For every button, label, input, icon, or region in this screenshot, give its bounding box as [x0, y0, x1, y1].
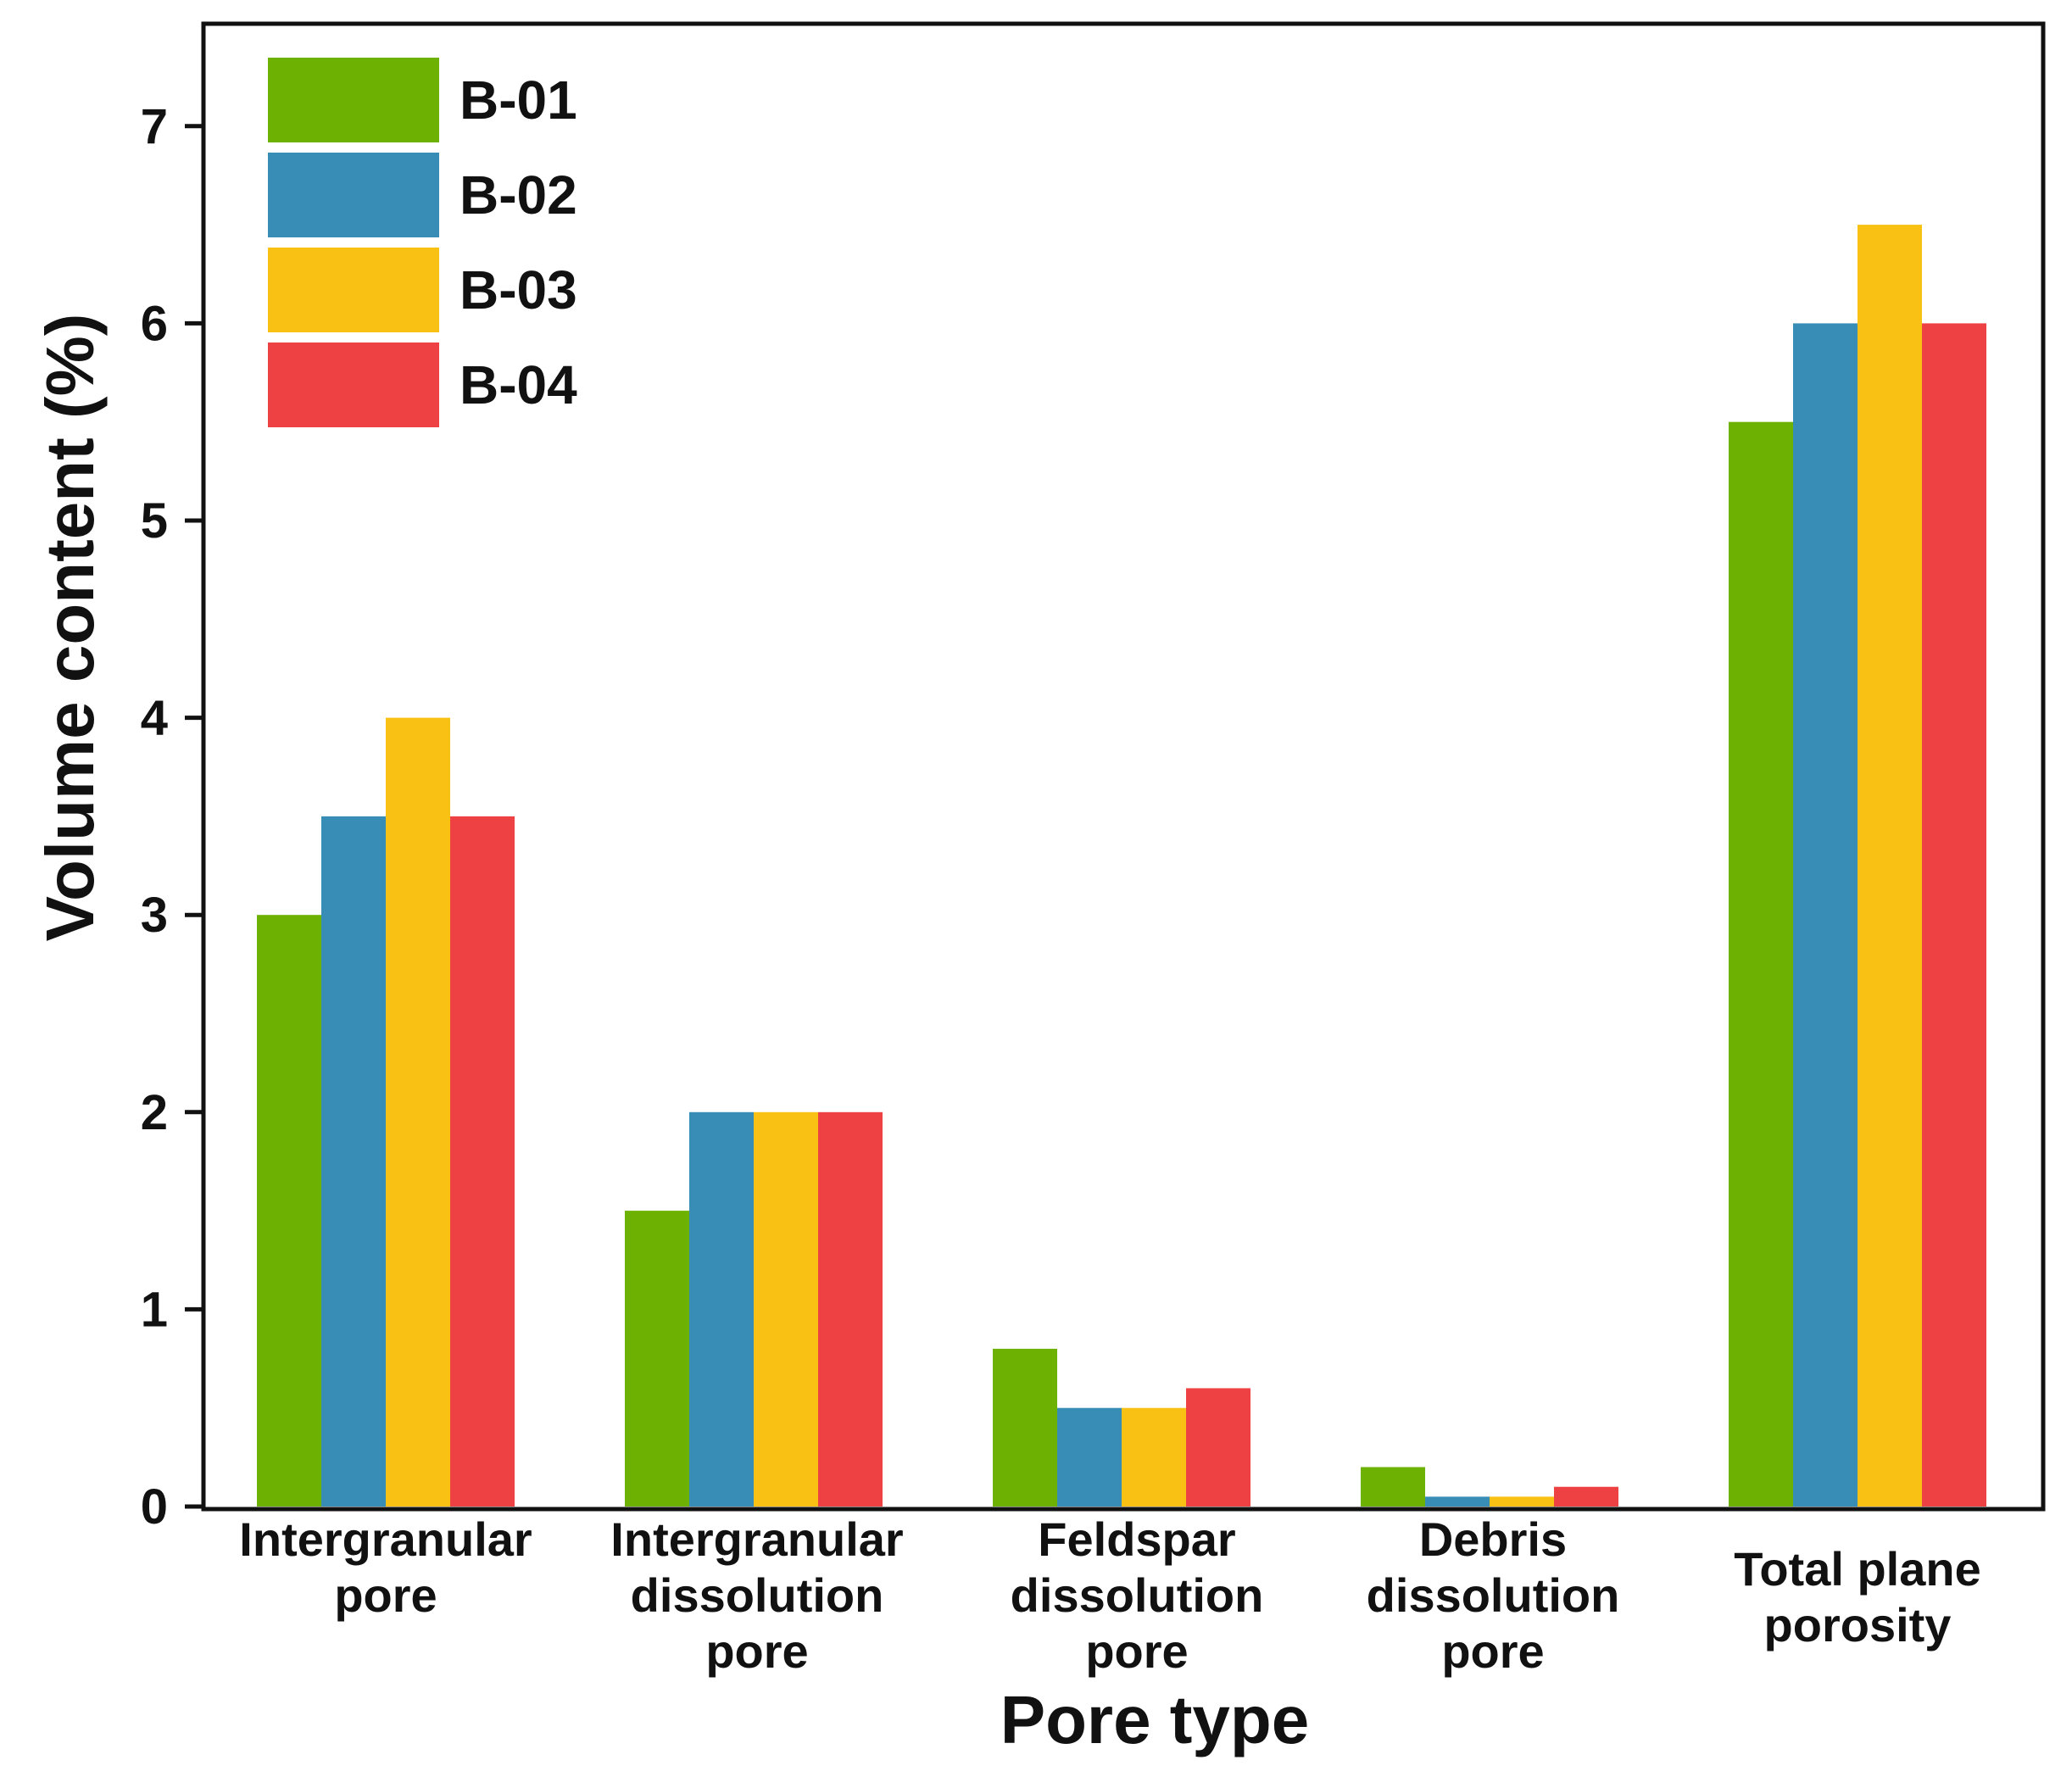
bar-b-04-2	[818, 1111, 883, 1507]
bar-b-03-4	[1490, 1496, 1554, 1507]
x-tick-label: Intergranular	[239, 1512, 532, 1566]
legend-swatch-b-04	[268, 343, 439, 427]
y-tick-label: 4	[141, 691, 168, 746]
x-tick-label: dissolution	[1367, 1568, 1620, 1622]
bar-b-02-4	[1425, 1496, 1490, 1507]
y-tick-label: 1	[141, 1282, 168, 1337]
x-tick-label: porosity	[1764, 1598, 1952, 1652]
x-tick-label: pore	[334, 1568, 437, 1622]
x-tick-label: Intergranular	[610, 1512, 903, 1566]
bar-b-04-1	[450, 816, 515, 1507]
legend-label-b-02: B-02	[460, 164, 577, 226]
bar-b-01-5	[1729, 421, 1793, 1507]
legend: B-01 B-02 B-03 B-04	[268, 58, 577, 427]
x-axis-label: Pore type	[1000, 1682, 1310, 1757]
x-tick-label: Debris	[1419, 1512, 1567, 1566]
bar-b-02-3	[1057, 1407, 1122, 1507]
y-tick-label: 2	[141, 1085, 168, 1140]
legend-label-b-04: B-04	[460, 354, 577, 415]
y-tick-label: 5	[141, 493, 168, 549]
bar-b-03-3	[1122, 1407, 1186, 1507]
bar-b-01-1	[257, 915, 321, 1507]
bars-layer	[257, 225, 1986, 1507]
x-tick-label: pore	[1085, 1624, 1188, 1678]
legend-label-b-01: B-01	[460, 70, 577, 131]
bar-b-03-1	[386, 717, 450, 1507]
y-axis: 0 1 2 3 4 5 6 7	[141, 99, 203, 1535]
bar-b-02-1	[321, 816, 386, 1507]
y-axis-label: Volume content (%)	[32, 314, 108, 942]
bar-b-02-2	[689, 1111, 754, 1507]
y-tick-label: 6	[141, 296, 168, 351]
legend-label-b-03: B-03	[460, 259, 577, 320]
plot-frame	[201, 21, 2046, 1512]
x-tick-label: dissolution	[1011, 1568, 1264, 1622]
y-tick-label: 3	[141, 888, 168, 943]
bar-b-03-5	[1858, 225, 1922, 1507]
bar-b-02-5	[1793, 323, 1858, 1507]
legend-swatch-b-03	[268, 248, 439, 332]
x-axis: IntergranularporeIntergranulardissolutio…	[239, 1512, 1980, 1678]
x-tick-label: Feldspar	[1038, 1512, 1235, 1566]
x-tick-label: Total plane	[1734, 1542, 1980, 1596]
bar-b-01-2	[625, 1211, 689, 1507]
bar-b-04-5	[1922, 323, 1986, 1507]
x-tick-label: dissolution	[631, 1568, 884, 1622]
legend-swatch-b-02	[268, 153, 439, 237]
y-tick-label: 0	[141, 1479, 168, 1535]
bar-b-04-3	[1186, 1388, 1250, 1507]
y-tick-label: 7	[141, 99, 168, 154]
bar-b-04-4	[1554, 1486, 1618, 1507]
bar-b-01-4	[1361, 1467, 1425, 1507]
legend-swatch-b-01	[268, 58, 439, 142]
x-tick-label: pore	[705, 1624, 808, 1678]
x-tick-label: pore	[1441, 1624, 1544, 1678]
bar-b-03-2	[754, 1111, 818, 1507]
bar-b-01-3	[993, 1348, 1057, 1507]
